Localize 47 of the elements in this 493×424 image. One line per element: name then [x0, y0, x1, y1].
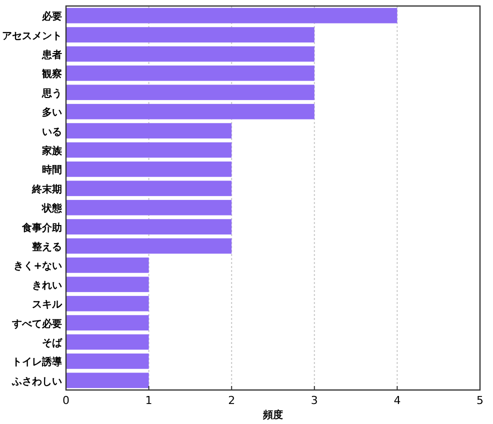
- y-tick-label: 時間: [42, 164, 62, 176]
- y-tick-label: 多い: [42, 106, 62, 119]
- x-tick-label: 4: [394, 394, 401, 407]
- y-tick-label: スキル: [32, 300, 63, 311]
- y-tick-label: 食事介助: [21, 222, 62, 234]
- bar: [66, 219, 232, 234]
- y-tick-label: いる: [42, 126, 62, 138]
- bar: [66, 46, 314, 62]
- bar: [66, 296, 149, 312]
- bar: [66, 162, 232, 177]
- y-tick-label: きく+ない: [14, 261, 62, 272]
- bar: [66, 200, 232, 216]
- bar: [66, 238, 232, 254]
- y-tick-label: 必要: [41, 10, 62, 23]
- bar: [66, 276, 149, 292]
- bar: [66, 142, 232, 158]
- y-tick-label: ふさわしい: [11, 376, 62, 388]
- bar: [66, 104, 314, 120]
- y-tick-label: 整える: [31, 241, 62, 253]
- bar: [66, 334, 149, 350]
- y-tick-label: 思う: [41, 87, 62, 100]
- y-tick-label: アセスメント: [2, 30, 62, 42]
- x-tick-label: 5: [476, 394, 484, 407]
- y-tick-label: そば: [42, 337, 63, 349]
- y-tick-label: トイレ誘導: [12, 356, 63, 368]
- bar: [66, 84, 314, 100]
- y-tick-label: 終末期: [31, 183, 62, 196]
- y-tick-label: きれい: [32, 280, 62, 292]
- x-tick-label: 2: [228, 394, 236, 407]
- y-tick-label: 状態: [41, 202, 63, 215]
- bar: [66, 27, 314, 42]
- y-tick-label: すべて必要: [11, 318, 62, 330]
- bar: [66, 315, 149, 330]
- bar: [66, 180, 232, 196]
- bar: [66, 123, 232, 138]
- bar: [66, 8, 398, 24]
- x-tick-label: 3: [310, 394, 318, 407]
- y-tick-label: 患者: [41, 49, 62, 61]
- x-axis-title: 頻度: [262, 409, 283, 421]
- x-tick-label: 0: [62, 394, 70, 407]
- bar: [66, 258, 149, 273]
- y-tick-label: 観察: [41, 68, 62, 80]
- bar: [66, 372, 149, 388]
- y-tick-label: 家族: [41, 145, 63, 157]
- bar: [66, 66, 314, 81]
- bar: [66, 354, 149, 369]
- x-tick-label: 1: [145, 394, 152, 407]
